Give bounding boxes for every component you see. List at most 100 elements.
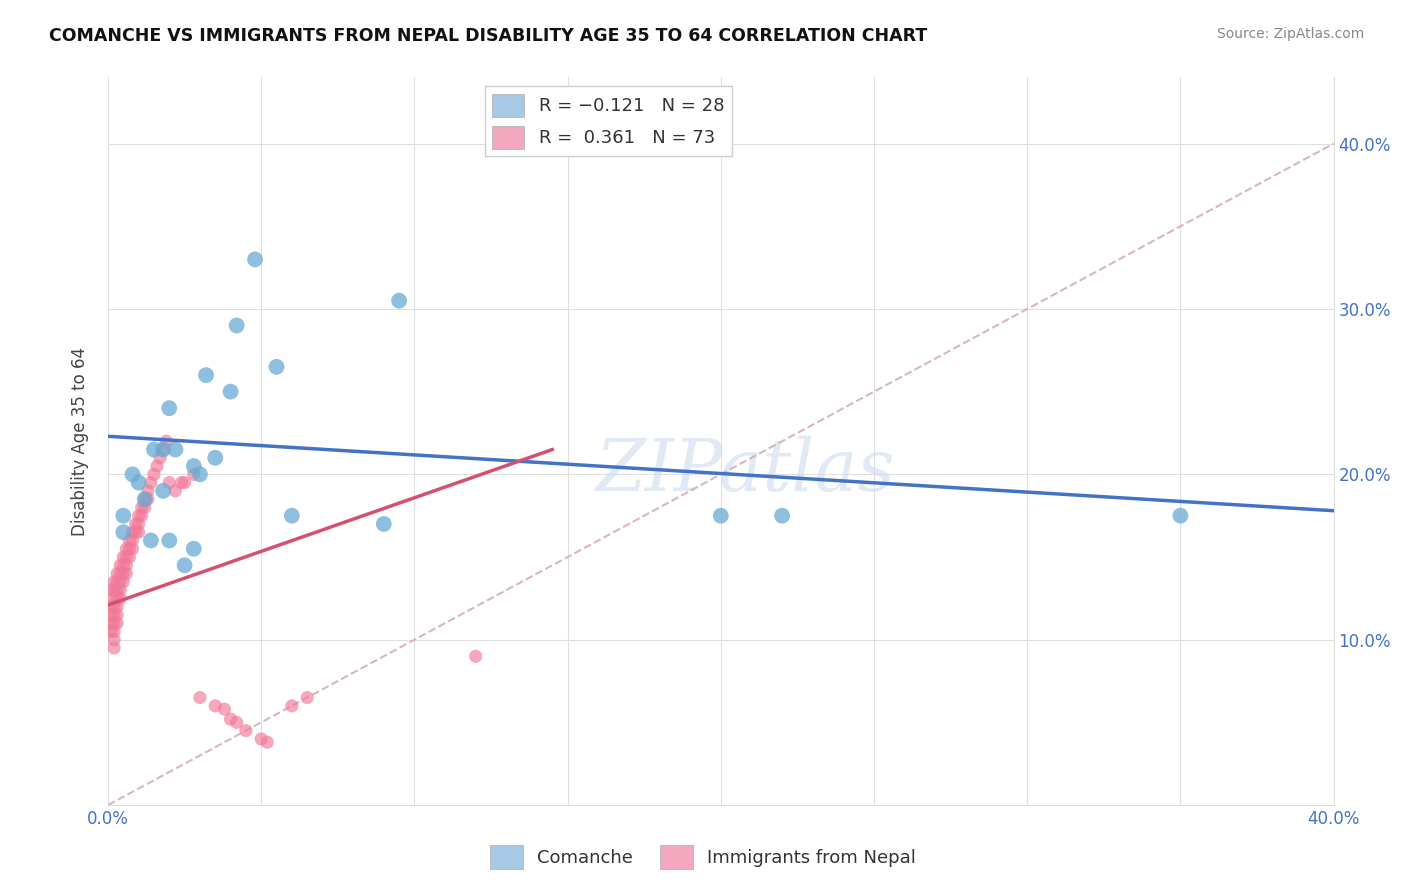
Point bbox=[110, 583, 132, 598]
Point bbox=[136, 492, 159, 507]
Text: ZIPatlas: ZIPatlas bbox=[596, 435, 896, 506]
Point bbox=[115, 541, 138, 556]
Point bbox=[112, 566, 135, 581]
Point bbox=[105, 591, 128, 606]
Point bbox=[128, 508, 150, 523]
Point bbox=[173, 558, 195, 573]
Point bbox=[100, 607, 122, 622]
Point bbox=[121, 525, 143, 540]
Point bbox=[118, 541, 141, 556]
Point bbox=[225, 715, 247, 730]
Point bbox=[165, 483, 187, 498]
Point bbox=[134, 492, 156, 507]
Point bbox=[105, 616, 128, 631]
Point bbox=[103, 624, 125, 639]
Point bbox=[103, 616, 125, 631]
Point bbox=[110, 558, 132, 573]
Point bbox=[149, 450, 172, 465]
Point bbox=[152, 442, 174, 457]
Point bbox=[128, 475, 150, 490]
Point bbox=[152, 442, 174, 457]
Point bbox=[235, 723, 257, 738]
Point bbox=[281, 698, 304, 713]
Point bbox=[152, 483, 174, 498]
Point bbox=[250, 731, 273, 746]
Point bbox=[139, 475, 162, 490]
Point bbox=[105, 574, 128, 589]
Point bbox=[105, 599, 128, 614]
Point bbox=[142, 467, 165, 482]
Point bbox=[155, 434, 177, 449]
Point bbox=[103, 583, 125, 598]
Point bbox=[103, 591, 125, 606]
Point bbox=[121, 467, 143, 482]
Point bbox=[121, 533, 143, 548]
Point bbox=[100, 583, 122, 598]
Point bbox=[157, 475, 180, 490]
Point bbox=[165, 442, 187, 457]
Point bbox=[100, 624, 122, 639]
Point bbox=[105, 583, 128, 598]
Point bbox=[100, 599, 122, 614]
Point bbox=[204, 698, 226, 713]
Point bbox=[110, 574, 132, 589]
Point bbox=[139, 533, 162, 548]
Text: Source: ZipAtlas.com: Source: ZipAtlas.com bbox=[1216, 27, 1364, 41]
Legend: R = −0.121   N = 28, R =  0.361   N = 73: R = −0.121 N = 28, R = 0.361 N = 73 bbox=[485, 87, 731, 156]
Point bbox=[188, 467, 211, 482]
Point bbox=[118, 549, 141, 564]
Point bbox=[195, 368, 218, 383]
Point bbox=[388, 293, 411, 308]
Point bbox=[112, 525, 135, 540]
Point bbox=[266, 359, 288, 374]
Point bbox=[112, 508, 135, 523]
Point bbox=[295, 690, 318, 705]
Point bbox=[136, 483, 159, 498]
Point bbox=[243, 252, 266, 267]
Point bbox=[173, 475, 195, 490]
Point bbox=[134, 492, 156, 507]
Point bbox=[183, 541, 205, 556]
Point bbox=[134, 500, 156, 515]
Point bbox=[188, 690, 211, 705]
Point bbox=[219, 712, 242, 726]
Point bbox=[103, 632, 125, 647]
Point bbox=[219, 384, 242, 399]
Point bbox=[118, 533, 141, 548]
Text: COMANCHE VS IMMIGRANTS FROM NEPAL DISABILITY AGE 35 TO 64 CORRELATION CHART: COMANCHE VS IMMIGRANTS FROM NEPAL DISABI… bbox=[49, 27, 928, 45]
Y-axis label: Disability Age 35 to 64: Disability Age 35 to 64 bbox=[72, 347, 89, 536]
Point bbox=[121, 541, 143, 556]
Point bbox=[115, 549, 138, 564]
Point bbox=[214, 702, 236, 716]
Point bbox=[373, 516, 395, 531]
Point bbox=[146, 458, 169, 473]
Point bbox=[170, 475, 193, 490]
Point bbox=[1170, 508, 1192, 523]
Point bbox=[128, 516, 150, 531]
Point bbox=[157, 401, 180, 416]
Point bbox=[710, 508, 733, 523]
Point bbox=[100, 616, 122, 631]
Point bbox=[142, 442, 165, 457]
Point bbox=[124, 525, 146, 540]
Point bbox=[124, 516, 146, 531]
Point bbox=[464, 649, 486, 664]
Point bbox=[110, 566, 132, 581]
Point bbox=[770, 508, 793, 523]
Point bbox=[112, 549, 135, 564]
Legend: Comanche, Immigrants from Nepal: Comanche, Immigrants from Nepal bbox=[482, 838, 924, 876]
Point bbox=[103, 599, 125, 614]
Point bbox=[110, 591, 132, 606]
Point bbox=[115, 566, 138, 581]
Point bbox=[204, 450, 226, 465]
Point bbox=[105, 607, 128, 622]
Point bbox=[103, 640, 125, 655]
Point bbox=[103, 574, 125, 589]
Point bbox=[131, 500, 153, 515]
Point bbox=[183, 458, 205, 473]
Point bbox=[105, 566, 128, 581]
Point bbox=[112, 574, 135, 589]
Point bbox=[225, 318, 247, 333]
Point bbox=[131, 508, 153, 523]
Point bbox=[281, 508, 304, 523]
